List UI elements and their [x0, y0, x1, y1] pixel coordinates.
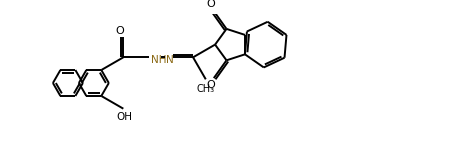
Text: O: O: [207, 80, 216, 90]
Text: N: N: [166, 55, 174, 65]
Text: CH₃: CH₃: [197, 84, 215, 94]
Text: OH: OH: [116, 112, 132, 122]
Text: O: O: [207, 0, 216, 9]
Text: NH: NH: [150, 55, 166, 65]
Text: O: O: [116, 26, 124, 36]
